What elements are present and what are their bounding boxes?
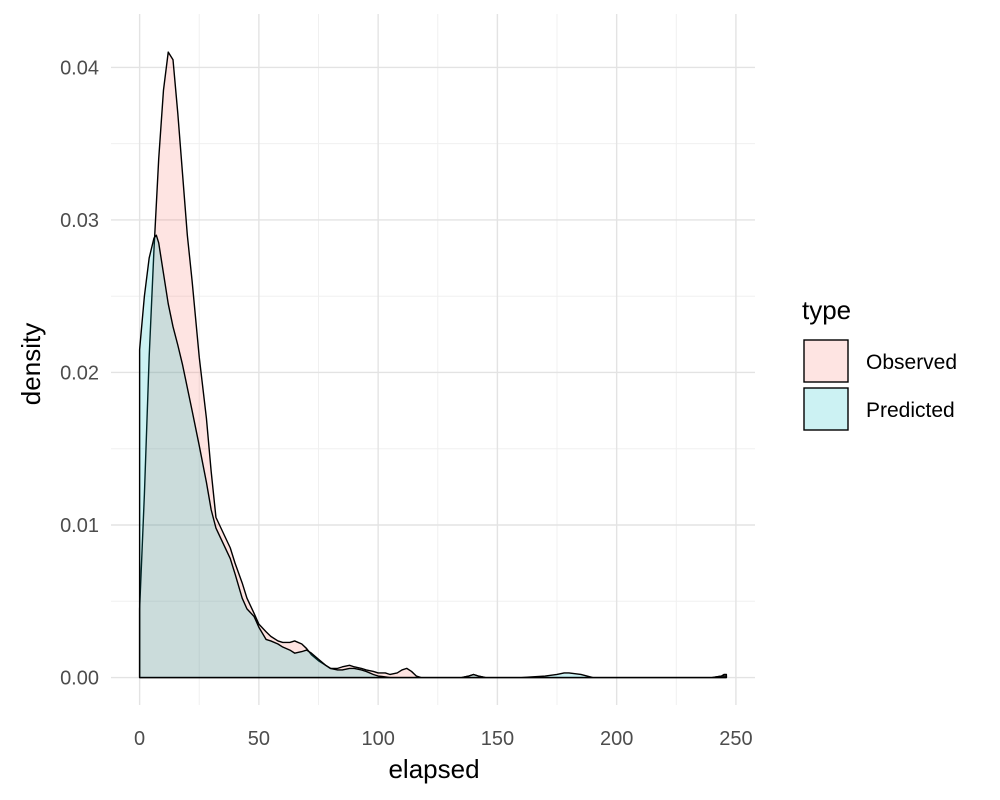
legend-items: Observed Predicted (803, 339, 957, 431)
x-tick-label: 0 (134, 728, 145, 750)
y-tick-label: 0.00 (60, 668, 99, 690)
legend-key (803, 387, 849, 431)
x-tick-label: 50 (248, 728, 270, 750)
y-tick-label: 0.01 (60, 515, 99, 537)
legend-label: Observed (866, 351, 957, 374)
y-axis-ticks: 0.00 0.01 0.02 0.03 0.04 (60, 57, 99, 689)
legend-title: type (802, 295, 851, 325)
y-tick-label: 0.02 (60, 362, 99, 384)
y-tick-label: 0.04 (60, 57, 99, 79)
x-tick-label: 150 (481, 728, 514, 750)
legend-key-background (804, 340, 848, 382)
x-axis-ticks: 0 50 100 150 200 250 (134, 728, 753, 750)
legend-item: Predicted (803, 387, 955, 431)
minor-gridlines (111, 14, 755, 705)
legend-key (803, 339, 849, 383)
y-axis-title: density (16, 323, 46, 405)
legend-item: Observed (803, 339, 957, 383)
x-tick-label: 100 (361, 728, 394, 750)
x-tick-label: 250 (719, 728, 752, 750)
legend: type Observed Predicted (802, 295, 957, 431)
density-areas (138, 51, 728, 679)
major-gridlines (111, 14, 755, 705)
x-axis-title: elapsed (388, 754, 479, 784)
density-area-predicted (138, 234, 728, 679)
legend-label: Predicted (866, 399, 955, 422)
x-tick-label: 200 (600, 728, 633, 750)
y-tick-label: 0.03 (60, 210, 99, 232)
legend-key-background (804, 388, 848, 430)
